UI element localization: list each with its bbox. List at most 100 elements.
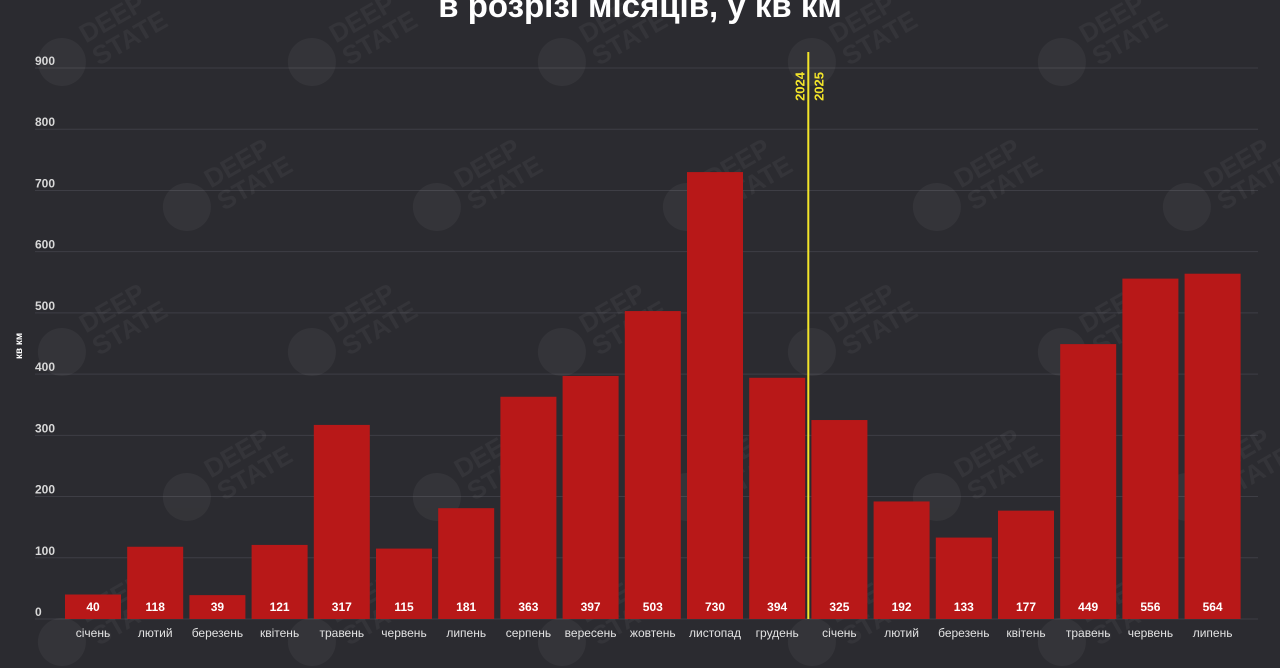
x-tick-label: січень (822, 626, 856, 640)
bar-value-label: 325 (829, 600, 849, 614)
bar (998, 510, 1054, 619)
bar (687, 172, 743, 620)
watermark-mark: DEEPSTATE (1162, 132, 1280, 231)
x-tick-label: лютий (884, 626, 919, 640)
y-axis-label: кв км (14, 333, 25, 359)
y-tick-label: 900 (35, 54, 55, 68)
watermark-knight-icon (1037, 38, 1086, 86)
year-label-left: 2024 (792, 71, 807, 101)
bar-value-label: 181 (456, 600, 476, 614)
watermark-mark: DEEPSTATE (162, 132, 297, 231)
bar (1122, 278, 1179, 619)
y-tick-label: 300 (35, 421, 55, 435)
bar-value-label: 394 (767, 600, 787, 614)
y-tick-label: 100 (35, 544, 55, 558)
watermark-knight-icon (287, 38, 336, 86)
bar-value-label: 317 (332, 600, 352, 614)
bar (1184, 273, 1241, 619)
bar (811, 420, 868, 619)
watermark-knight-icon (537, 328, 586, 376)
x-tick-label: квітень (260, 626, 299, 640)
y-tick-label: 500 (35, 299, 55, 313)
bar-value-label: 121 (270, 600, 290, 614)
watermark-knight-icon (1162, 183, 1211, 231)
chart-title: в розрізі місяців, у кв км (438, 0, 842, 24)
watermark-mark: DEEPSTATE (537, 0, 672, 86)
watermark-knight-icon (287, 328, 336, 376)
year-label-right: 2025 (811, 72, 826, 101)
x-tick-label: квітень (1006, 626, 1045, 640)
bar-value-label: 363 (518, 600, 538, 614)
watermark-knight-icon (162, 183, 211, 231)
bar (376, 548, 432, 619)
bar-value-label: 397 (581, 600, 601, 614)
watermark-knight-icon (37, 38, 86, 86)
watermark-knight-icon (1037, 618, 1086, 666)
x-tick-label: травень (319, 626, 364, 640)
watermark-knight-icon (37, 618, 86, 666)
x-tick-label: червень (1128, 626, 1173, 640)
bar-value-label: 39 (211, 600, 225, 614)
bar-value-label: 192 (892, 600, 912, 614)
y-tick-label: 0 (35, 605, 42, 619)
x-tick-label: березень (192, 626, 243, 640)
x-tick-label: березень (938, 626, 989, 640)
bar-value-label: 449 (1078, 600, 1098, 614)
bar-value-label: 40 (86, 600, 100, 614)
bar (873, 501, 930, 619)
watermark-knight-icon (537, 38, 586, 86)
x-tick-label: серпень (506, 626, 551, 640)
x-tick-label: лютий (138, 626, 173, 640)
bar-value-label: 503 (643, 600, 663, 614)
bar-value-label: 730 (705, 600, 725, 614)
y-tick-label: 200 (35, 483, 55, 497)
bar (562, 375, 619, 619)
bar (438, 508, 495, 619)
watermark-knight-icon (912, 183, 961, 231)
watermark-mark: DEEPSTATE (287, 277, 422, 376)
watermark-knight-icon (537, 618, 586, 666)
year-divider: 2024 2025 (792, 52, 826, 619)
watermark-mark: DEEPSTATE (412, 132, 547, 231)
watermark-mark: DEEPSTATE (1037, 0, 1172, 86)
bar (313, 424, 370, 619)
y-tick-label: 600 (35, 238, 55, 252)
bar-value-label: 133 (954, 600, 974, 614)
watermark-knight-icon (37, 328, 86, 376)
watermark-knight-icon (412, 183, 461, 231)
x-axis-ticks: січень лютий березень квітень травень червень… (76, 626, 1233, 640)
bar (251, 544, 308, 619)
watermark-mark: DEEPSTATE (287, 0, 422, 86)
bar (127, 546, 184, 619)
x-tick-label: липень (446, 626, 486, 640)
watermark-knight-icon (787, 38, 836, 86)
watermark-knight-icon (162, 473, 211, 521)
bar-value-label: 177 (1016, 600, 1036, 614)
watermark-mark: DEEPSTATE (37, 0, 172, 86)
bar (749, 377, 806, 619)
bars: 40 118 39 121 317 115 181 363 397 503 730 394 325 192… (65, 172, 1241, 620)
x-tick-label: травень (1066, 626, 1111, 640)
bar (1060, 344, 1117, 619)
watermark-mark: DEEPSTATE (162, 422, 297, 521)
x-tick-label: грудень (756, 626, 799, 640)
watermark-knight-icon (287, 618, 336, 666)
bar (624, 311, 681, 619)
watermark-mark: DEEPSTATE (787, 277, 922, 376)
bar-value-label: 556 (1140, 600, 1160, 614)
y-tick-label: 800 (35, 115, 55, 129)
watermark-knight-icon (787, 618, 836, 666)
bar-value-label: 115 (394, 600, 414, 614)
x-tick-label: липень (1193, 626, 1233, 640)
y-tick-label: 700 (35, 176, 55, 190)
bar (189, 595, 246, 619)
watermark-mark: DEEPSTATE (912, 132, 1047, 231)
bar (65, 594, 121, 619)
y-tick-label: 400 (35, 360, 55, 374)
bar (935, 537, 992, 619)
x-tick-label: листопад (689, 626, 741, 640)
bar (500, 396, 557, 619)
bar-value-label: 118 (146, 600, 166, 614)
x-tick-label: червень (381, 626, 426, 640)
